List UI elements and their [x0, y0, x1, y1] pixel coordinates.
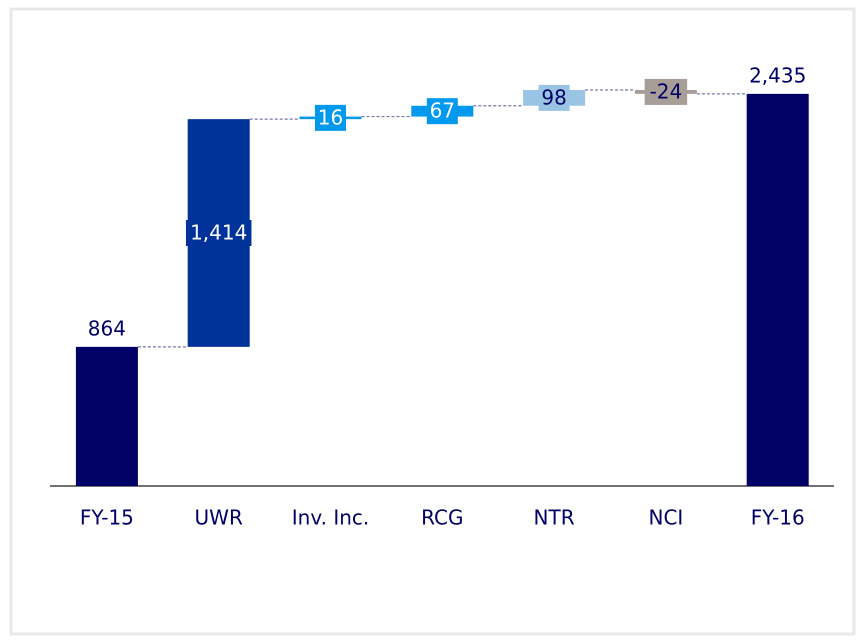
value-label: 16 [318, 105, 343, 129]
value-label: 864 [88, 316, 126, 340]
label-box [538, 84, 570, 111]
x-tick-label: Inv. Inc. [292, 506, 370, 530]
x-tick-label: UWR [195, 506, 243, 530]
bar [75, 346, 138, 486]
x-tick-label: NCI [648, 506, 683, 530]
label-box [185, 220, 252, 247]
label-box [426, 98, 458, 125]
x-tick-label: NTR [534, 506, 575, 530]
value-label: 1,414 [190, 221, 247, 245]
x-tick-label: FY-15 [80, 506, 134, 530]
value-label: -24 [650, 79, 683, 103]
value-label: 2,435 [749, 63, 806, 87]
x-tick-label: FY-16 [751, 506, 805, 530]
label-box [644, 78, 688, 105]
bar [746, 93, 809, 486]
value-label: 67 [430, 99, 455, 123]
value-label: 98 [541, 85, 566, 109]
label-box [315, 104, 346, 131]
x-tick-label: RCG [421, 506, 463, 530]
